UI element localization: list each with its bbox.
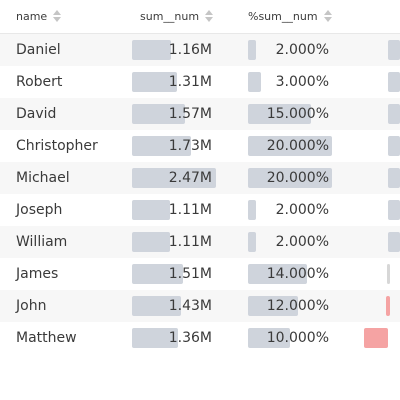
- cell-name: Christopher: [16, 138, 98, 154]
- cell-sum-num: 1.31M: [168, 74, 212, 90]
- table-row[interactable]: David 1.57M 15.000%: [0, 98, 400, 130]
- column-header-name[interactable]: name: [16, 9, 62, 23]
- pct-sum-num-bar: [248, 232, 256, 252]
- cell-sum-num: 1.43M: [168, 298, 212, 314]
- pct-sum-num-bar: [248, 200, 256, 220]
- cell-pct-sum-num: 2.000%: [275, 234, 329, 250]
- cell-pct-sum-num: 20.000%: [266, 138, 329, 154]
- cell-name: James: [16, 266, 59, 282]
- table-row[interactable]: Matthew 1.36M 10.000%: [0, 322, 400, 354]
- column4-bar: [364, 328, 388, 348]
- cell-name: Daniel: [16, 42, 61, 58]
- table-row[interactable]: Christopher 1.73M 20.000%: [0, 130, 400, 162]
- cell-pct-sum-num: 20.000%: [266, 170, 329, 186]
- column4-bar: [388, 168, 400, 188]
- sort-icon[interactable]: [323, 9, 333, 23]
- cell-name: Robert: [16, 74, 63, 90]
- cell-pct-sum-num: 2.000%: [275, 202, 329, 218]
- column-header-label: %sum__num: [248, 9, 318, 23]
- cell-name: William: [16, 234, 68, 250]
- table-row[interactable]: Joseph 1.11M 2.000%: [0, 194, 400, 226]
- cell-name: John: [16, 298, 47, 314]
- pct-sum-num-bar: [248, 296, 298, 316]
- cell-sum-num: 1.11M: [168, 234, 212, 250]
- sum-num-bar: [132, 40, 171, 60]
- sum-num-bar: [132, 264, 183, 284]
- cell-sum-num: 1.73M: [168, 138, 212, 154]
- sum-num-bar: [132, 328, 178, 348]
- column-header-label: sum__num: [140, 9, 200, 23]
- table-row[interactable]: Robert 1.31M 3.000%: [0, 66, 400, 98]
- sum-num-bar: [132, 200, 170, 220]
- table-row[interactable]: Michael 2.47M 20.000%: [0, 162, 400, 194]
- pct-sum-num-bar: [248, 264, 307, 284]
- table-row[interactable]: William 1.11M 2.000%: [0, 226, 400, 258]
- sum-num-bar: [132, 72, 177, 92]
- table-row[interactable]: Daniel 1.16M 2.000%: [0, 34, 400, 66]
- table-row[interactable]: John 1.43M 12.000%: [0, 290, 400, 322]
- table-row[interactable]: James 1.51M 14.000%: [0, 258, 400, 290]
- sum-num-bar: [132, 168, 216, 188]
- sum-num-bar: [132, 232, 170, 252]
- cell-pct-sum-num: 12.000%: [266, 298, 329, 314]
- column-header-pct-sum-num[interactable]: %sum__num: [248, 9, 333, 23]
- cell-sum-num: 1.36M: [168, 330, 212, 346]
- pct-sum-num-bar: [248, 104, 311, 124]
- pct-sum-num-bar: [248, 136, 332, 156]
- sum-num-bar: [132, 296, 181, 316]
- pct-sum-num-bar: [248, 168, 332, 188]
- cell-sum-num: 2.47M: [168, 170, 212, 186]
- sort-icon[interactable]: [204, 9, 214, 23]
- cell-name: Matthew: [16, 330, 77, 346]
- cell-name: David: [16, 106, 57, 122]
- cell-pct-sum-num: 14.000%: [266, 266, 329, 282]
- sum-num-bar: [132, 136, 191, 156]
- pct-sum-num-bar: [248, 328, 290, 348]
- cell-sum-num: 1.51M: [168, 266, 212, 282]
- cell-pct-sum-num: 3.000%: [275, 74, 329, 90]
- column4-bar: [386, 296, 390, 316]
- cell-sum-num: 1.16M: [168, 42, 212, 58]
- table-header: name sum__num %sum__num: [0, 0, 400, 34]
- pct-sum-num-bar: [248, 40, 256, 60]
- sort-icon[interactable]: [52, 9, 62, 23]
- column4-bar: [388, 232, 400, 252]
- cell-pct-sum-num: 2.000%: [275, 42, 329, 58]
- cell-sum-num: 1.57M: [168, 106, 212, 122]
- cell-name: Michael: [16, 170, 70, 186]
- cell-sum-num: 1.11M: [168, 202, 212, 218]
- column4-bar: [388, 40, 400, 60]
- cell-pct-sum-num: 15.000%: [266, 106, 329, 122]
- column4-bar: [387, 264, 390, 284]
- cell-pct-sum-num: 10.000%: [266, 330, 329, 346]
- column4-bar: [388, 72, 400, 92]
- column-header-label: name: [16, 9, 48, 23]
- sum-num-bar: [132, 104, 185, 124]
- pct-sum-num-bar: [248, 72, 261, 92]
- column4-bar: [388, 136, 400, 156]
- cell-name: Joseph: [16, 202, 63, 218]
- column4-bar: [388, 200, 400, 220]
- column4-bar: [388, 104, 400, 124]
- column-header-sum-num[interactable]: sum__num: [140, 9, 214, 23]
